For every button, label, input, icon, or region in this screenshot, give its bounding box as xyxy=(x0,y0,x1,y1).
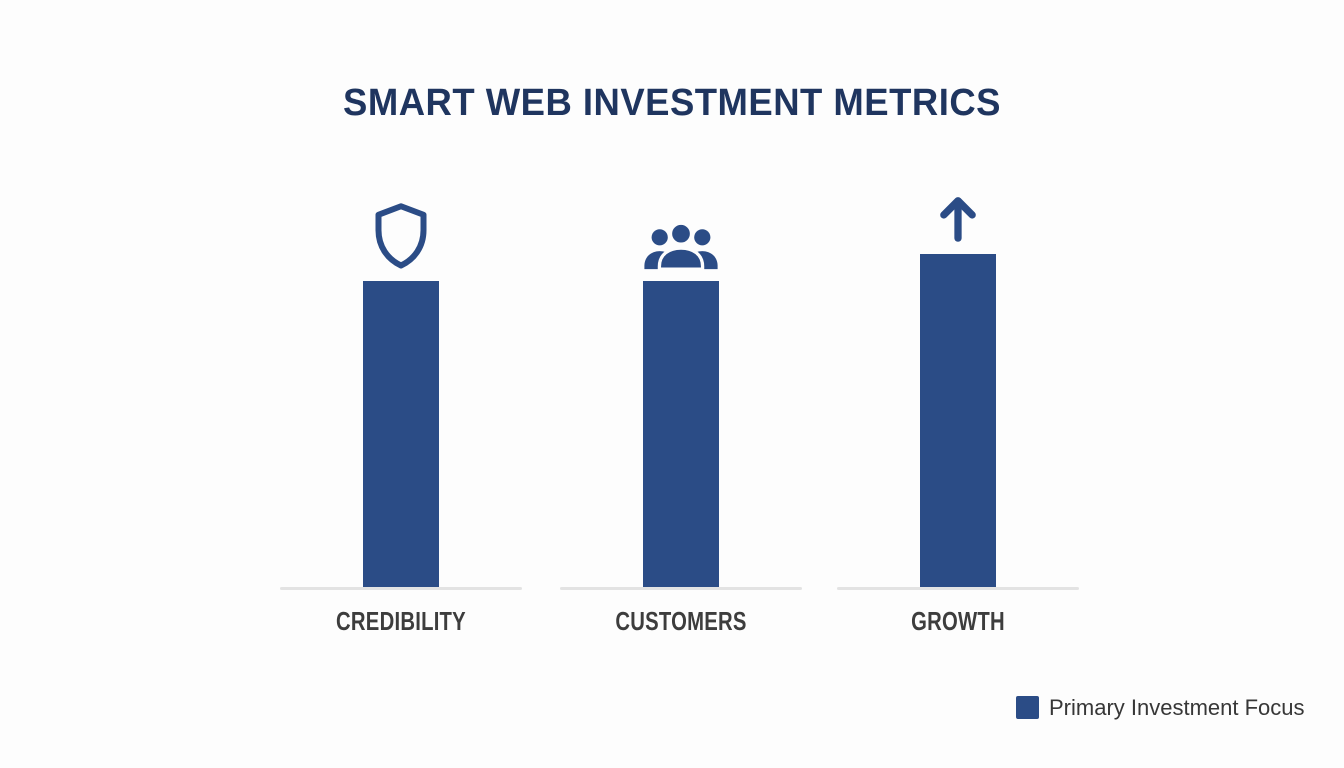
category-label-growth: GROWTH xyxy=(911,606,1005,636)
category-label-credibility: CREDIBILITY xyxy=(336,606,466,636)
metric-column-credibility: CREDIBILITY xyxy=(280,0,522,768)
axis-baseline xyxy=(560,587,802,590)
axis-baseline xyxy=(280,587,522,590)
legend: Primary Investment Focus xyxy=(1016,696,1305,719)
metric-column-growth: GROWTH xyxy=(837,0,1079,768)
bar-growth xyxy=(920,254,996,589)
legend-swatch xyxy=(1016,696,1039,719)
metric-column-customers: CUSTOMERS xyxy=(560,0,802,768)
axis-baseline xyxy=(837,587,1079,590)
category-label-customers: CUSTOMERS xyxy=(615,606,747,636)
people-group-icon xyxy=(642,222,720,270)
bar-customers xyxy=(643,281,719,589)
chart-title: SMART WEB INVESTMENT METRICS xyxy=(343,82,1001,124)
legend-label: Primary Investment Focus xyxy=(1049,694,1305,720)
bar-credibility xyxy=(363,281,439,589)
arrow-up-icon xyxy=(935,193,981,243)
shield-icon xyxy=(371,202,431,270)
